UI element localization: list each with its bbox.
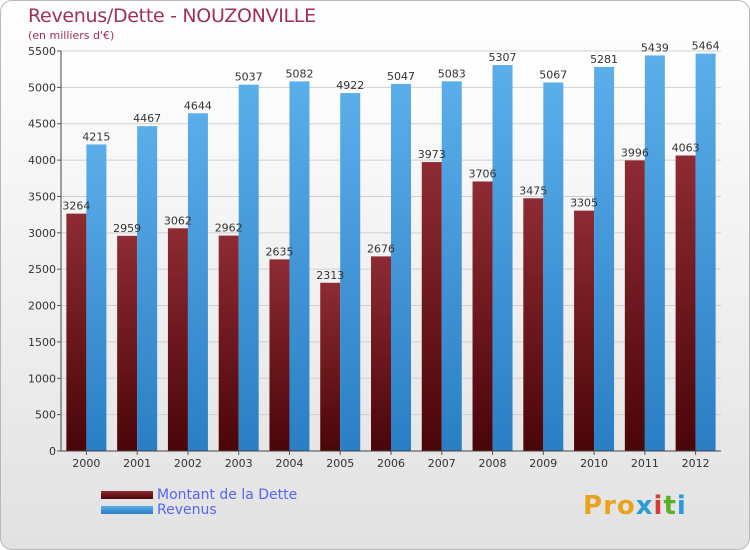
x-tick-label: 2011 bbox=[631, 457, 659, 470]
proxiti-logo: Proxiti bbox=[583, 491, 687, 521]
bar-dette-2011 bbox=[624, 160, 645, 451]
legend-item-revenus: Revenus bbox=[101, 501, 297, 518]
y-tick-label: 500 bbox=[35, 409, 56, 422]
data-label-dette: 2959 bbox=[113, 222, 141, 235]
logo-letter: r bbox=[603, 491, 617, 521]
y-tick-label: 1000 bbox=[28, 372, 56, 385]
y-tick-label: 2500 bbox=[28, 263, 56, 276]
y-tick-label: 2000 bbox=[28, 300, 56, 313]
x-tick-label: 2012 bbox=[682, 457, 710, 470]
logo-letter: i bbox=[676, 491, 687, 521]
y-tick-label: 3500 bbox=[28, 190, 56, 203]
y-tick-label: 0 bbox=[49, 445, 56, 458]
y-tick-label: 3000 bbox=[28, 227, 56, 240]
data-label-revenus: 5281 bbox=[590, 53, 618, 66]
data-label-revenus: 4467 bbox=[133, 112, 161, 125]
data-label-dette: 3475 bbox=[519, 184, 547, 197]
legend-item-dette: Montant de la Dette bbox=[101, 486, 298, 503]
legend-label-dette: Montant de la Dette bbox=[157, 486, 298, 503]
bar-revenus-2011 bbox=[644, 55, 665, 451]
data-label-dette: 3973 bbox=[418, 148, 446, 161]
bar-revenus-2004 bbox=[289, 81, 310, 452]
bar-revenus-2007 bbox=[441, 81, 462, 451]
chart-subtitle: (en milliers d'€) bbox=[28, 29, 115, 42]
bar-revenus-2002 bbox=[187, 113, 208, 451]
bar-revenus-2006 bbox=[391, 83, 411, 451]
data-label-revenus: 5307 bbox=[489, 51, 517, 64]
data-label-dette: 3305 bbox=[570, 197, 598, 210]
bar-revenus-2009 bbox=[543, 82, 564, 451]
bar-revenus-2003 bbox=[238, 84, 259, 451]
bar-dette-2006 bbox=[371, 256, 391, 451]
bar-dette-2001 bbox=[117, 235, 138, 451]
x-tick-label: 2010 bbox=[580, 457, 608, 470]
data-label-revenus: 5083 bbox=[438, 67, 466, 80]
bar-revenus-2010 bbox=[594, 66, 615, 451]
logo-letter: x bbox=[635, 491, 654, 521]
logo-letter: o bbox=[616, 491, 636, 521]
data-label-dette: 2962 bbox=[215, 222, 243, 235]
bar-dette-2009 bbox=[523, 198, 544, 451]
data-label-revenus: 4215 bbox=[82, 130, 110, 143]
x-tick-label: 2008 bbox=[479, 457, 507, 470]
bar-revenus-2008 bbox=[492, 65, 513, 451]
x-tick-label: 2007 bbox=[428, 457, 456, 470]
y-tick-label: 5500 bbox=[28, 45, 56, 58]
x-tick-label: 2004 bbox=[275, 457, 303, 470]
bar-dette-2012 bbox=[675, 155, 696, 451]
bar-dette-2010 bbox=[574, 210, 595, 451]
data-label-revenus: 4922 bbox=[336, 79, 364, 92]
bar-revenus-2000 bbox=[86, 144, 107, 452]
logo-letter: t bbox=[663, 491, 677, 521]
x-tick-label: 2003 bbox=[225, 457, 253, 470]
x-tick-label: 2006 bbox=[377, 457, 405, 470]
x-tick-label: 2002 bbox=[174, 457, 202, 470]
bar-dette-2000 bbox=[66, 213, 87, 451]
data-label-dette: 3996 bbox=[621, 146, 649, 159]
data-label-revenus: 5067 bbox=[539, 68, 567, 81]
data-label-dette: 3264 bbox=[62, 200, 90, 213]
data-label-revenus: 5047 bbox=[387, 70, 415, 83]
x-tick-label: 2000 bbox=[72, 457, 100, 470]
data-label-revenus: 5082 bbox=[285, 67, 313, 80]
legend: Montant de la Dette Revenus bbox=[101, 486, 298, 518]
y-tick-label: 1500 bbox=[28, 336, 56, 349]
y-tick-label: 5000 bbox=[28, 81, 56, 94]
y-tick-label: 4000 bbox=[28, 154, 56, 167]
y-tick-label: 4500 bbox=[28, 118, 56, 131]
data-label-dette: 2676 bbox=[367, 242, 395, 255]
logo-letter: P bbox=[583, 491, 604, 521]
data-label-dette: 3062 bbox=[164, 214, 192, 227]
legend-swatch-revenus bbox=[101, 505, 153, 514]
x-tick-label: 2005 bbox=[326, 457, 354, 470]
legend-label-revenus: Revenus bbox=[157, 501, 217, 518]
data-label-dette: 2313 bbox=[316, 269, 344, 282]
bar-revenus-2001 bbox=[137, 126, 158, 452]
logo-letter: i bbox=[653, 491, 664, 521]
x-tick-label: 2001 bbox=[123, 457, 151, 470]
bar-dette-2002 bbox=[167, 228, 188, 451]
bar-dette-2008 bbox=[472, 181, 493, 452]
bar-dette-2007 bbox=[421, 162, 442, 451]
data-label-dette: 2635 bbox=[265, 245, 293, 258]
data-label-revenus: 4644 bbox=[184, 99, 212, 112]
bar-dette-2003 bbox=[218, 235, 239, 451]
data-label-dette: 3706 bbox=[469, 167, 497, 180]
bar-revenus-2005 bbox=[340, 93, 361, 451]
bar-dette-2004 bbox=[269, 259, 290, 451]
bar-dette-2005 bbox=[320, 282, 341, 451]
chart-title: Revenus/Dette - NOUZONVILLE bbox=[28, 5, 316, 27]
legend-swatch-dette bbox=[101, 490, 153, 499]
x-tick-label: 2009 bbox=[529, 457, 557, 470]
bar-revenus-2012 bbox=[695, 53, 716, 451]
data-label-revenus: 5037 bbox=[235, 71, 263, 84]
data-label-revenus: 5464 bbox=[692, 40, 720, 53]
data-label-dette: 4063 bbox=[672, 142, 700, 155]
data-label-revenus: 5439 bbox=[641, 41, 669, 54]
